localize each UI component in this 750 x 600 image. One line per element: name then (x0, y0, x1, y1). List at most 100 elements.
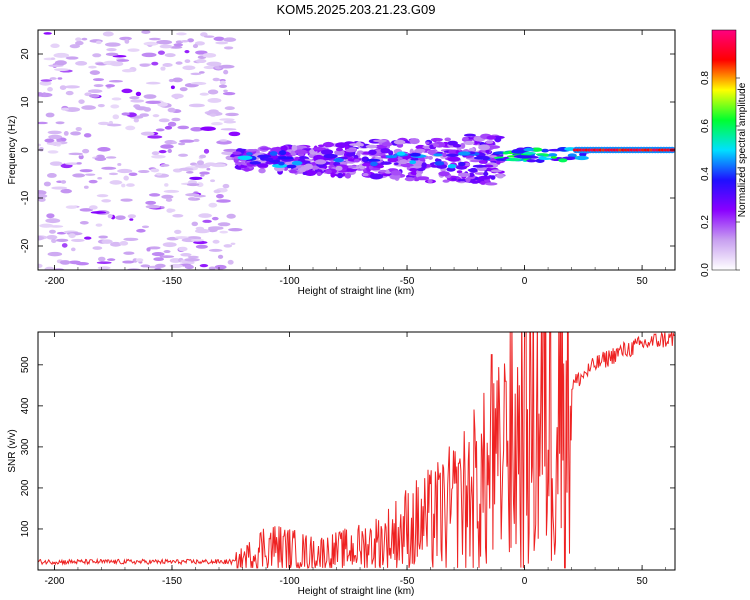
spectrogram-cell (483, 171, 489, 177)
spectrogram-cell (457, 172, 471, 177)
spectrogram-cell (495, 160, 501, 165)
spectrogram-cell (167, 148, 172, 154)
spectrogram-cell (90, 211, 107, 214)
spectrogram-cell (127, 48, 140, 52)
spectrogram-cell (71, 238, 85, 242)
spectrogram-cell (227, 259, 234, 265)
spectrogram-cell (216, 193, 224, 199)
spectrogram-cell (199, 171, 210, 175)
spectrogram-cell (199, 154, 207, 159)
spectrogram-cell (428, 149, 436, 156)
colorbar-frame (711, 29, 737, 271)
spectrogram-cell (245, 149, 259, 152)
x-tick-label: 50 (637, 576, 649, 587)
spectrogram-cell (68, 152, 83, 156)
spectrogram-cell (400, 163, 414, 167)
spectrogram-cell (219, 230, 229, 234)
spectrogram-cell (153, 257, 165, 262)
spectrogram-cell (55, 121, 65, 125)
spectrogram-cell (180, 40, 189, 43)
spectrogram-cell (195, 50, 208, 55)
spectrogram-cell (203, 35, 215, 38)
spectrogram-cell (178, 246, 188, 252)
spectrogram-cell (124, 38, 130, 44)
spectrogram-cell (279, 150, 287, 156)
spectrogram-cell (101, 199, 112, 203)
spectrogram-cell (56, 139, 62, 142)
spectrogram-cell (481, 155, 490, 161)
spectrogram-cell (506, 157, 522, 162)
spectrogram-cell (57, 77, 63, 80)
spectrogram-cell (193, 164, 209, 167)
spectrogram-cell (198, 71, 205, 74)
spectrogram-cell (97, 266, 111, 270)
spectrogram-cell (164, 125, 173, 130)
spectrogram-cell (286, 164, 297, 169)
spectrogram-cell (61, 243, 68, 248)
spectrogram-cell (259, 147, 272, 151)
spectrogram-cell (96, 261, 112, 265)
spectrogram-cell (59, 85, 67, 90)
spectrogram-cell (196, 182, 204, 188)
spectrogram-cell (468, 147, 475, 152)
x-tick-label: -150 (162, 576, 182, 587)
spectrogram-cell (139, 63, 150, 67)
spectrogram-cell (368, 149, 377, 155)
spectrogram-cell (414, 148, 426, 153)
spectrogram-cell (47, 130, 62, 135)
spectrogram-cell (48, 134, 63, 140)
spectrogram-cell (216, 199, 231, 203)
spectrogram-cell (213, 36, 225, 41)
spectrogram-cell (164, 183, 169, 187)
spectrogram-cell (166, 208, 174, 213)
spectrogram-cell (310, 165, 320, 170)
spectrogram-cell (148, 193, 161, 197)
spectrogram-cell (160, 163, 170, 167)
snr-plot-area (38, 332, 675, 570)
spectrogram-cell (38, 197, 46, 202)
spectrogram-cell (107, 258, 116, 261)
y-tick-label: 10 (20, 96, 31, 108)
spectrogram-cell (548, 153, 558, 157)
spectrogram-cell (125, 125, 136, 131)
spectrogram-cell (179, 139, 195, 143)
spectrogram-cell (531, 147, 543, 152)
snr-y-axis-label: SNR (v/v) (7, 429, 18, 472)
snr-y-ticks: 100 200 300 400 500 (20, 356, 675, 537)
spectrogram-cell (238, 165, 248, 169)
snr-series-line (38, 332, 675, 569)
spectrogram-cell (237, 161, 242, 166)
spectrogram-cell (129, 96, 140, 100)
spectrogram-cell (68, 260, 81, 265)
spectrogram-cell (522, 151, 537, 155)
spectrogram-cell (83, 185, 89, 189)
spectrogram-cell (110, 61, 124, 67)
spectrogram-cell (203, 148, 210, 154)
spectrogram-cell (65, 56, 79, 60)
snr-frame (37, 331, 676, 571)
spectrogram-cell (221, 151, 236, 156)
spectrogram-cell (136, 228, 146, 233)
spectrogram-cell (160, 66, 166, 71)
spectrogram-cell (484, 182, 498, 186)
spectrogram-cell (207, 98, 222, 103)
spectrogram-cell (211, 216, 219, 221)
spectrogram-cell (456, 170, 463, 174)
spectrogram-cell (163, 250, 171, 254)
spectrogram-cell (184, 50, 190, 54)
spectrogram-cell (87, 89, 103, 93)
spectrogram-cell (390, 170, 402, 176)
spectrogram-cell (139, 113, 150, 117)
spectrogram-cell (184, 257, 200, 262)
spectrogram-cell (116, 59, 130, 62)
spectrogram-cell (222, 183, 230, 189)
spectrogram-cell (396, 151, 406, 156)
spectrogram-cell (135, 258, 144, 262)
spectrogram-cell (45, 218, 61, 224)
spectrogram-cell (465, 177, 471, 183)
spectrogram-cell (409, 160, 417, 165)
spectrogram-cell (141, 52, 157, 58)
spectrogram-cell (463, 133, 476, 137)
spectrogram-cell (219, 80, 226, 85)
spectrogram-cell (210, 179, 216, 183)
